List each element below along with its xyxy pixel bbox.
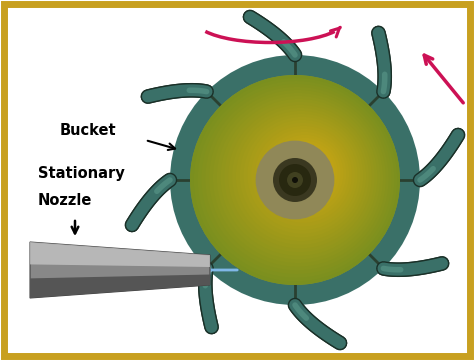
- Circle shape: [194, 78, 397, 282]
- Circle shape: [273, 158, 317, 202]
- Circle shape: [228, 105, 372, 248]
- Circle shape: [292, 177, 298, 183]
- Circle shape: [297, 159, 321, 183]
- Circle shape: [259, 129, 349, 219]
- Circle shape: [263, 132, 346, 216]
- Circle shape: [301, 162, 318, 179]
- Circle shape: [201, 84, 392, 274]
- Circle shape: [279, 164, 311, 196]
- Polygon shape: [30, 274, 210, 298]
- Circle shape: [251, 123, 355, 226]
- Circle shape: [244, 117, 360, 234]
- Text: Bucket: Bucket: [60, 123, 117, 138]
- Circle shape: [247, 120, 357, 230]
- Circle shape: [224, 102, 374, 252]
- Circle shape: [286, 150, 329, 194]
- Circle shape: [290, 153, 327, 190]
- Text: Stationary: Stationary: [38, 166, 125, 181]
- Circle shape: [217, 96, 380, 260]
- Circle shape: [255, 126, 352, 223]
- Text: Nozzle: Nozzle: [38, 193, 92, 208]
- Circle shape: [257, 142, 333, 218]
- Circle shape: [190, 75, 400, 285]
- Circle shape: [278, 144, 335, 201]
- Circle shape: [232, 108, 369, 245]
- Circle shape: [266, 135, 344, 212]
- Circle shape: [274, 141, 338, 204]
- Polygon shape: [30, 242, 210, 298]
- Circle shape: [293, 156, 324, 186]
- Circle shape: [240, 114, 363, 238]
- Circle shape: [220, 99, 377, 256]
- Circle shape: [287, 172, 303, 188]
- Circle shape: [205, 87, 389, 270]
- Circle shape: [213, 93, 383, 263]
- Circle shape: [170, 55, 420, 305]
- Circle shape: [282, 147, 332, 197]
- Circle shape: [236, 111, 366, 241]
- Circle shape: [270, 138, 341, 208]
- Polygon shape: [30, 242, 210, 267]
- Circle shape: [209, 90, 386, 267]
- Circle shape: [198, 81, 394, 278]
- Circle shape: [190, 75, 400, 285]
